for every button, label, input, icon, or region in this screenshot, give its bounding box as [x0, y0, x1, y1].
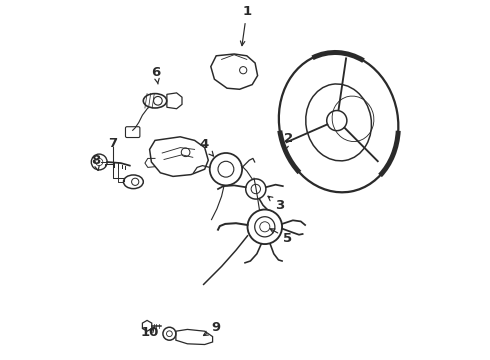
- Text: 2: 2: [284, 132, 293, 150]
- Text: 7: 7: [108, 137, 117, 150]
- Text: 8: 8: [91, 154, 100, 170]
- Text: 6: 6: [151, 66, 160, 84]
- Text: 10: 10: [141, 327, 159, 339]
- Text: 5: 5: [270, 229, 292, 245]
- Text: 1: 1: [241, 5, 251, 46]
- Text: 3: 3: [268, 196, 284, 212]
- Text: 9: 9: [203, 321, 221, 336]
- Text: 4: 4: [199, 138, 214, 156]
